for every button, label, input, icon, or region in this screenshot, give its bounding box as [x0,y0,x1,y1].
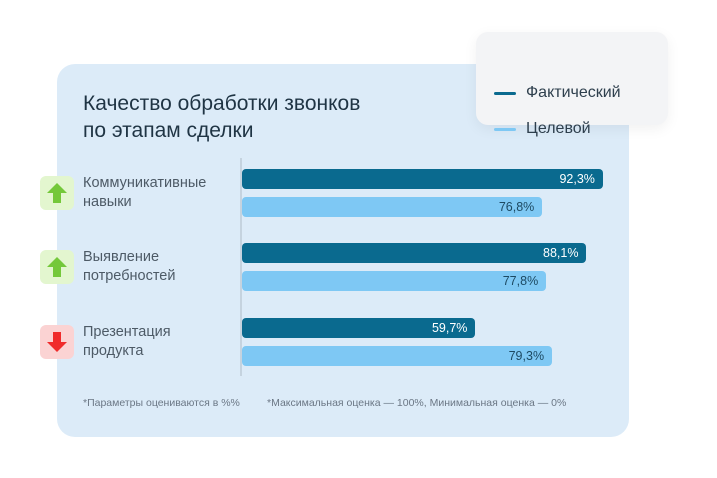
footnote-scale: *Максимальная оценка — 100%, Минимальная… [267,397,567,409]
category-label-0-line-1: навыки [83,194,132,210]
bar-label-target-2: 79,3% [508,349,545,363]
legend-label-target: Целевой [526,120,591,137]
arrow-up-icon [40,250,74,284]
bar-target-1 [242,271,547,291]
category-label-2-line-0: Презентация [83,324,171,340]
bar-target-2 [242,346,553,366]
bar-label-target-0: 76,8% [498,200,535,214]
bar-actual-0 [242,169,603,189]
legend-swatch-target [494,127,516,131]
chart-title-line-1: Качество обработки звонков [83,92,361,115]
legend-item-target: Целевой [494,119,591,139]
chart-legend: Фактический Целевой [476,32,668,137]
bar-label-actual-1: 88,1% [543,246,579,260]
bar-label-actual-2: 59,7% [431,321,468,335]
bar-actual-1 [242,243,587,263]
category-label-0-line-0: Коммуникативные [83,175,207,191]
category-label-2-line-1: продукта [83,343,144,359]
legend-item-actual: Фактический [494,83,621,103]
arrow-up-icon [40,176,74,210]
chart-title-line-2: по этапам сделки [83,119,254,142]
category-label-1-line-0: Выявление [83,249,160,265]
bar-target-0 [242,197,543,217]
category-label-1-line-1: потребностей [83,268,176,284]
category-axis-line [240,158,242,376]
bar-label-target-1: 77,8% [502,274,539,288]
footnote-percent: *Параметры оцениваются в %% [83,397,240,409]
chart-title: Качество обработки звонков по этапам сде… [83,90,443,144]
category-label-0: Коммуникативные навыки [83,174,233,212]
legend-label-actual: Фактический [526,84,621,101]
category-label-1: Выявление потребностей [83,248,233,286]
bar-label-actual-0: 92,3% [559,172,595,186]
arrow-down-icon [40,325,74,359]
bar-actual-2 [242,318,476,338]
category-label-2: Презентация продукта [83,323,233,361]
legend-swatch-actual [494,91,516,95]
